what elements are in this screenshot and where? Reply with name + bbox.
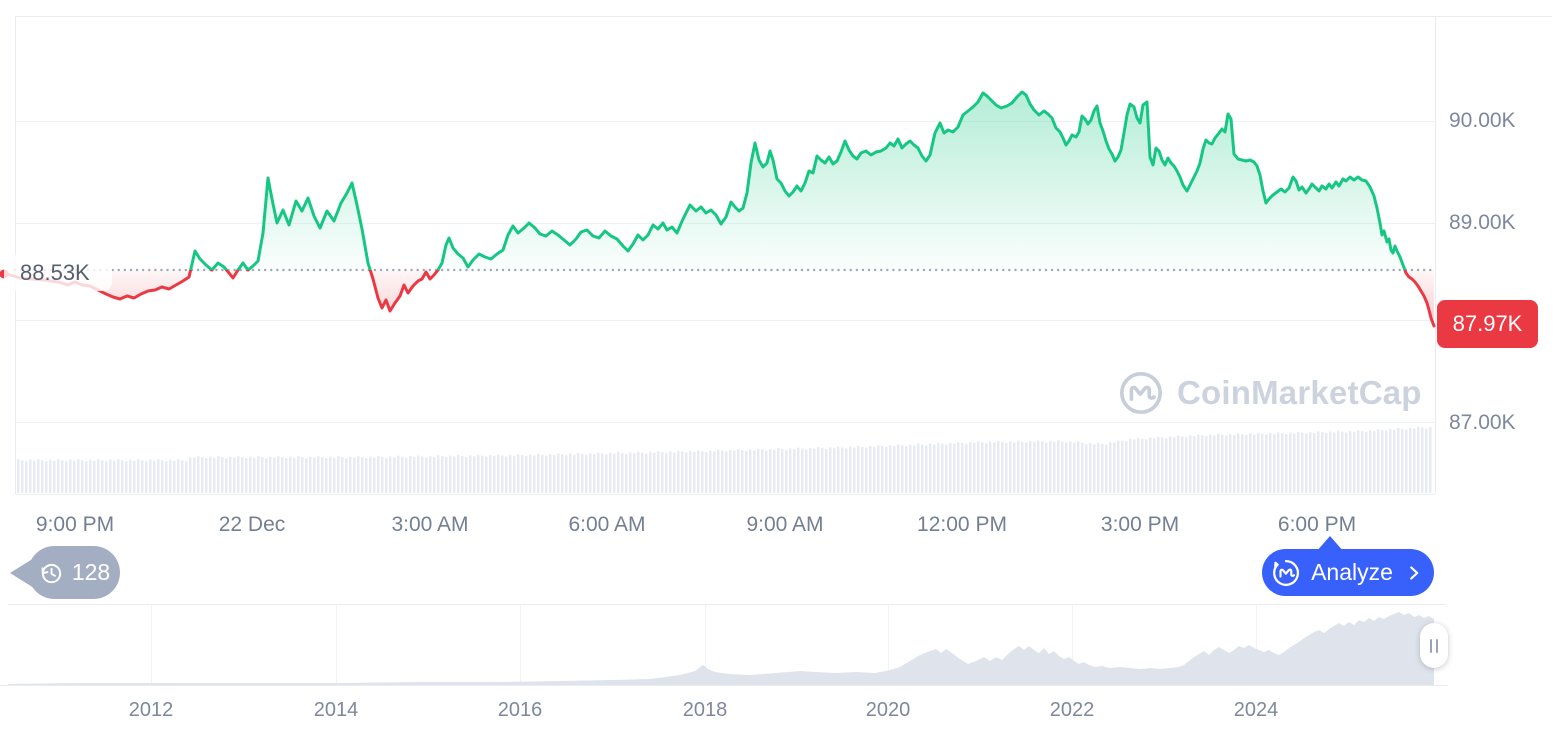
history-minimap[interactable] [0, 600, 1566, 710]
current-price-badge: 87.97K [1437, 300, 1538, 348]
chevron-right-icon [1410, 565, 1419, 580]
year-label-2018: 2018 [682, 699, 728, 721]
y-axis-label-90k: 90.00K [1449, 109, 1516, 132]
volume-bars [17, 426, 1432, 493]
price-area-fill [2, 92, 1434, 326]
y-axis-label-89k: 89.00K [1449, 211, 1516, 234]
y-axis-label-87k: 87.00K [1449, 411, 1516, 434]
year-label-2016: 2016 [497, 699, 543, 721]
year-label-2012: 2012 [128, 699, 174, 721]
analyze-button-label: Analyze [1311, 559, 1393, 585]
year-label-2020: 2020 [865, 699, 911, 721]
year-label-2014: 2014 [313, 699, 359, 721]
x-axis-label-2: 22 Dec [218, 513, 286, 536]
baseline-price-label: 88.53K [4, 255, 112, 291]
x-axis-label-4: 6:00 AM [568, 513, 646, 536]
minimap-gridlines [0, 604, 1448, 686]
drag-handle-icon [1430, 638, 1432, 653]
analyze-button[interactable]: Analyze [1262, 536, 1434, 596]
x-axis-label-7: 3:00 PM [1100, 513, 1180, 536]
watermark: CoinMarketCap [1118, 368, 1422, 418]
x-axis-label-3: 3:00 AM [391, 513, 469, 536]
year-label-2024: 2024 [1233, 699, 1279, 721]
x-axis-label-8: 6:00 PM [1277, 513, 1357, 536]
history-badge-pill: 128 [28, 546, 120, 599]
price-chart[interactable] [0, 0, 1566, 560]
drag-handle-icon [1436, 638, 1438, 653]
history-clock-icon [41, 563, 61, 583]
analyze-button-tail [1316, 536, 1344, 552]
x-axis-label-6: 12:00 PM [917, 513, 1007, 536]
minimap-area [8, 612, 1434, 685]
year-label-2022: 2022 [1049, 699, 1095, 721]
x-axis-label-1: 9:00 PM [35, 513, 115, 536]
coinmarketcap-logo [1120, 372, 1162, 414]
x-axis-label-5: 9:00 AM [746, 513, 824, 536]
history-count: 128 [71, 559, 111, 585]
history-count-badge[interactable]: 128 [10, 546, 120, 599]
minimap-drag-handle[interactable] [1420, 623, 1448, 668]
coinmarketcap-bubble-icon [1273, 559, 1300, 586]
watermark-text: CoinMarketCap [1177, 374, 1422, 411]
